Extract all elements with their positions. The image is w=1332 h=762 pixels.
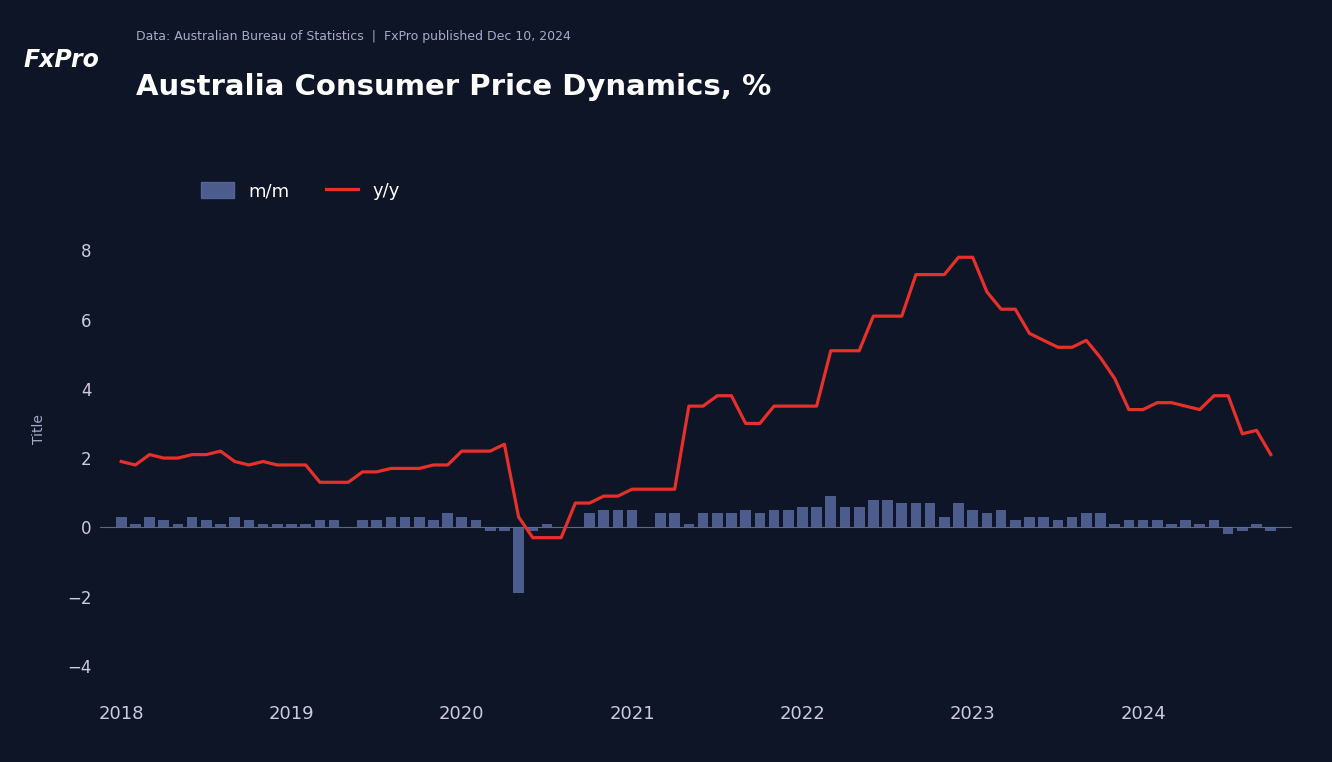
Bar [428, 520, 438, 527]
Bar [783, 510, 794, 527]
Bar [229, 517, 240, 527]
Text: FxPro: FxPro [24, 48, 99, 72]
Bar [201, 520, 212, 527]
Bar [400, 517, 410, 527]
Bar [457, 517, 468, 527]
Bar [272, 523, 282, 527]
Bar [357, 520, 368, 527]
Bar [1208, 520, 1219, 527]
Bar [1067, 517, 1078, 527]
Bar [159, 520, 169, 527]
Bar [116, 517, 127, 527]
Bar [286, 523, 297, 527]
Bar [1152, 520, 1163, 527]
Bar [911, 503, 922, 527]
Bar [470, 520, 481, 527]
Bar [924, 503, 935, 527]
Bar [1223, 527, 1233, 534]
Bar [811, 507, 822, 527]
Bar [173, 523, 184, 527]
Bar [1024, 517, 1035, 527]
Bar [598, 510, 609, 527]
Bar [670, 514, 681, 527]
Text: Data: Australian Bureau of Statistics  |  FxPro published Dec 10, 2024: Data: Australian Bureau of Statistics | … [136, 30, 570, 43]
Bar [939, 517, 950, 527]
Bar [216, 523, 226, 527]
Bar [1251, 523, 1261, 527]
Bar [1265, 527, 1276, 531]
Bar [314, 520, 325, 527]
Bar [1052, 520, 1063, 527]
Bar [954, 503, 964, 527]
Bar [442, 514, 453, 527]
Bar [1195, 523, 1205, 527]
Bar [485, 527, 496, 531]
Bar [513, 527, 523, 593]
Bar [1082, 514, 1092, 527]
Bar [982, 514, 992, 527]
Bar [698, 514, 709, 527]
Bar [754, 514, 765, 527]
Bar [500, 527, 510, 531]
Bar [683, 523, 694, 527]
Bar [627, 510, 638, 527]
Bar [896, 503, 907, 527]
Bar [300, 523, 310, 527]
Bar [527, 527, 538, 531]
Bar [1237, 527, 1248, 531]
Bar [1180, 520, 1191, 527]
Bar [1095, 514, 1106, 527]
Bar [711, 514, 722, 527]
Bar [826, 496, 836, 527]
Text: Australia Consumer Price Dynamics, %: Australia Consumer Price Dynamics, % [136, 72, 771, 101]
Bar [131, 523, 141, 527]
Bar [585, 514, 595, 527]
Bar [797, 507, 807, 527]
Bar [414, 517, 425, 527]
Bar [542, 523, 553, 527]
Bar [967, 510, 978, 527]
Bar [1039, 517, 1050, 527]
Bar [144, 517, 155, 527]
Bar [882, 500, 892, 527]
Bar [854, 507, 864, 527]
Bar [996, 510, 1007, 527]
Bar [1010, 520, 1020, 527]
Legend: m/m, y/y: m/m, y/y [192, 173, 409, 210]
Bar [1123, 520, 1134, 527]
Bar [1166, 523, 1176, 527]
Bar [1138, 520, 1148, 527]
Bar [839, 507, 850, 527]
Bar [1110, 523, 1120, 527]
Bar [726, 514, 737, 527]
Bar [244, 520, 254, 527]
Y-axis label: Title: Title [32, 414, 47, 443]
Bar [329, 520, 340, 527]
Bar [868, 500, 879, 527]
Bar [741, 510, 751, 527]
Bar [385, 517, 396, 527]
Bar [372, 520, 382, 527]
Bar [655, 514, 666, 527]
Bar [258, 523, 269, 527]
Bar [613, 510, 623, 527]
Bar [769, 510, 779, 527]
Bar [186, 517, 197, 527]
